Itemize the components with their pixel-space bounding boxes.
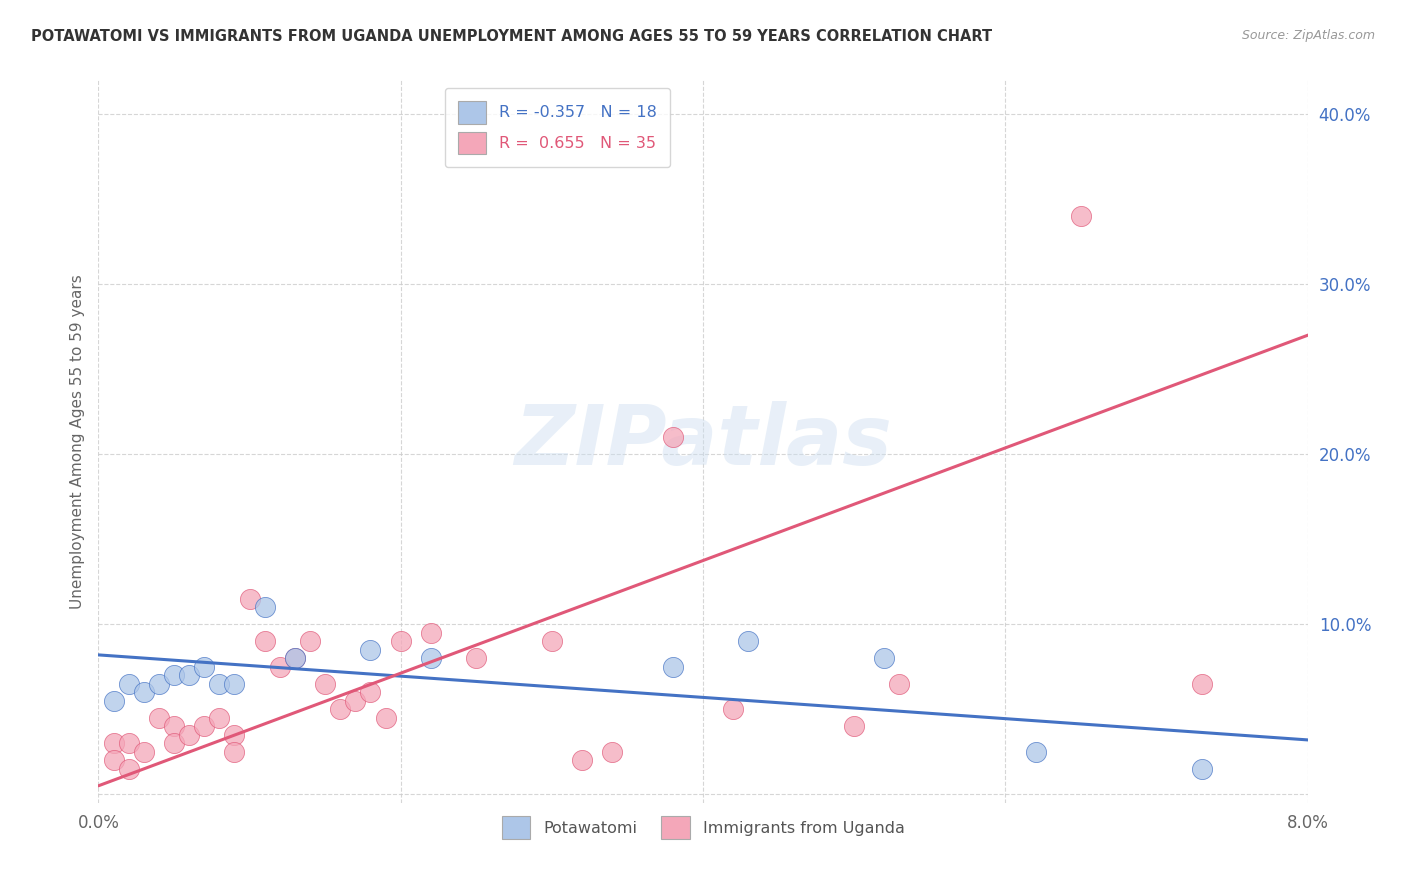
Point [224, 745, 246, 759]
Point [1025, 745, 1047, 759]
Point [389, 634, 412, 648]
Point [889, 677, 911, 691]
Point [163, 668, 186, 682]
Point [132, 685, 155, 699]
Y-axis label: Unemployment Among Ages 55 to 59 years: Unemployment Among Ages 55 to 59 years [69, 274, 84, 609]
Point [873, 651, 896, 665]
Point [661, 430, 683, 444]
Point [344, 694, 367, 708]
Point [661, 660, 683, 674]
Point [844, 719, 866, 733]
Point [465, 651, 488, 665]
Point [360, 685, 382, 699]
Point [193, 660, 215, 674]
Point [1191, 762, 1213, 776]
Point [239, 591, 262, 606]
Point [360, 642, 382, 657]
Point [208, 711, 231, 725]
Point [148, 677, 170, 691]
Point [571, 753, 593, 767]
Point [208, 677, 231, 691]
Point [224, 728, 246, 742]
Point [103, 694, 125, 708]
Point [723, 702, 745, 716]
Point [224, 677, 246, 691]
Point [103, 753, 125, 767]
Point [118, 736, 141, 750]
Point [374, 711, 396, 725]
Point [193, 719, 215, 733]
Point [163, 719, 186, 733]
Point [329, 702, 352, 716]
Point [179, 728, 201, 742]
Point [737, 634, 759, 648]
Text: POTAWATOMI VS IMMIGRANTS FROM UGANDA UNEMPLOYMENT AMONG AGES 55 TO 59 YEARS CORR: POTAWATOMI VS IMMIGRANTS FROM UGANDA UNE… [31, 29, 993, 44]
Point [132, 745, 155, 759]
Point [420, 651, 443, 665]
Point [540, 634, 562, 648]
Point [314, 677, 336, 691]
Point [420, 625, 443, 640]
Point [269, 660, 291, 674]
Point [1070, 209, 1092, 223]
Point [118, 762, 141, 776]
Point [602, 745, 624, 759]
Point [179, 668, 201, 682]
Text: ZIPatlas: ZIPatlas [515, 401, 891, 482]
Point [284, 651, 307, 665]
Point [284, 651, 307, 665]
Point [148, 711, 170, 725]
Point [163, 736, 186, 750]
Point [1191, 677, 1213, 691]
Point [299, 634, 322, 648]
Text: Source: ZipAtlas.com: Source: ZipAtlas.com [1241, 29, 1375, 42]
Point [253, 600, 276, 615]
Point [103, 736, 125, 750]
Point [253, 634, 276, 648]
Legend: Potawatomi, Immigrants from Uganda: Potawatomi, Immigrants from Uganda [495, 810, 911, 846]
Point [118, 677, 141, 691]
